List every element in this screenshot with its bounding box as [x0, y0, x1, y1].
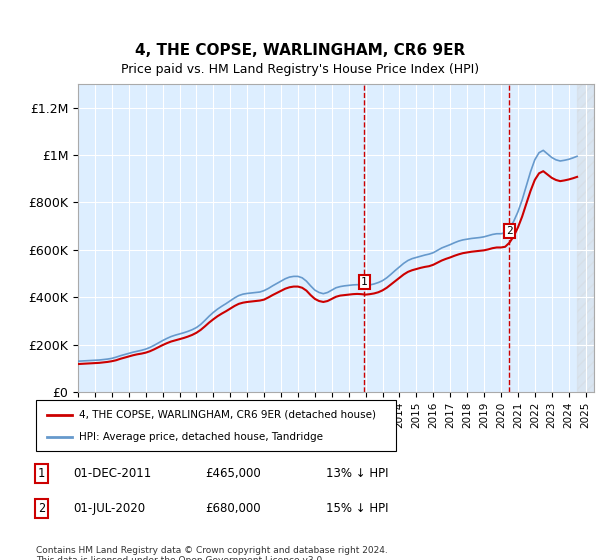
Text: 4, THE COPSE, WARLINGHAM, CR6 9ER: 4, THE COPSE, WARLINGHAM, CR6 9ER [135, 43, 465, 58]
Text: £465,000: £465,000 [205, 466, 261, 480]
Text: Price paid vs. HM Land Registry's House Price Index (HPI): Price paid vs. HM Land Registry's House … [121, 63, 479, 77]
Text: 4, THE COPSE, WARLINGHAM, CR6 9ER (detached house): 4, THE COPSE, WARLINGHAM, CR6 9ER (detac… [79, 409, 376, 419]
Text: 1: 1 [361, 277, 368, 287]
Text: 2: 2 [506, 226, 513, 236]
Text: 1: 1 [38, 466, 45, 480]
Text: £680,000: £680,000 [205, 502, 260, 515]
Bar [577, 84, 594, 392]
Text: 13% ↓ HPI: 13% ↓ HPI [326, 466, 389, 480]
Text: 01-DEC-2011: 01-DEC-2011 [73, 466, 151, 480]
Text: HPI: Average price, detached house, Tandridge: HPI: Average price, detached house, Tand… [79, 432, 323, 442]
Text: 2: 2 [38, 502, 45, 515]
FancyBboxPatch shape [36, 400, 396, 451]
Text: 15% ↓ HPI: 15% ↓ HPI [326, 502, 389, 515]
Text: Contains HM Land Registry data © Crown copyright and database right 2024.
This d: Contains HM Land Registry data © Crown c… [36, 546, 388, 560]
Text: 01-JUL-2020: 01-JUL-2020 [73, 502, 145, 515]
